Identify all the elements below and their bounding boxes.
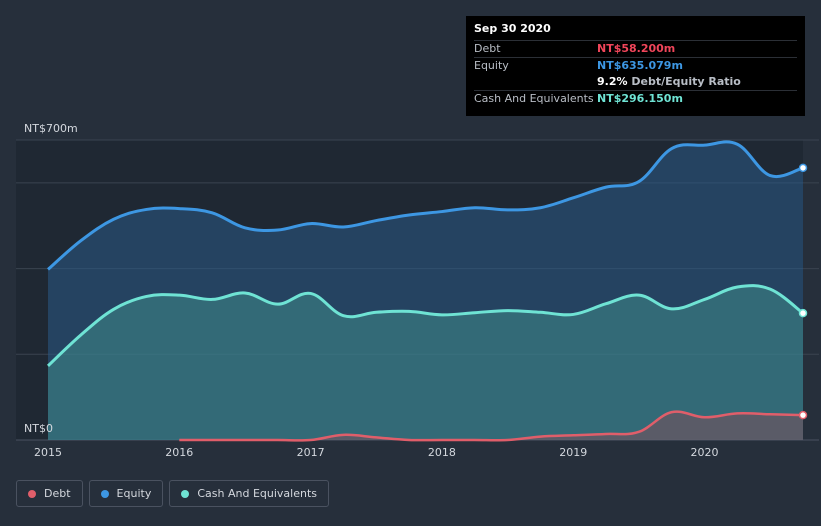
legend-item-equity[interactable]: Equity — [88, 480, 164, 507]
legend-item-cash[interactable]: Cash And Equivalents — [169, 480, 329, 507]
cash-line — [46, 284, 804, 367]
legend-debt-dot-icon — [28, 489, 36, 498]
tooltip-debt-value: NT$58.200m — [597, 42, 676, 55]
debt-area — [179, 411, 804, 441]
debt-endpoint — [798, 410, 808, 420]
legend-item-debt[interactable]: Debt — [16, 480, 83, 507]
x-tick-label-2020: 2020 — [691, 446, 719, 459]
legend-equity-label: Equity — [116, 487, 152, 500]
debt-line — [179, 410, 804, 442]
tooltip-ratio-row: 9.2% Debt/Equity Ratio — [474, 74, 797, 90]
tooltip-cash-row: Cash And Equivalents NT$296.150m — [474, 90, 797, 107]
tooltip-equity-value: NT$635.079m — [597, 59, 683, 72]
tooltip-ratio-label: Debt/Equity Ratio — [631, 75, 741, 88]
tooltip-debt-label: Debt — [474, 42, 501, 55]
legend-equity-dot-icon — [100, 489, 109, 498]
legend-cash-dot-icon — [181, 489, 190, 498]
chart-legend: Debt Equity Cash And Equivalents — [16, 480, 329, 507]
y-axis-bottom-label: NT$0 — [24, 422, 53, 435]
tooltip-ratio: 9.2% Debt/Equity Ratio — [597, 74, 741, 90]
x-tick-label-2018: 2018 — [428, 446, 456, 459]
tooltip-date: Sep 30 2020 — [474, 22, 551, 35]
tooltip-equity-row: Equity NT$635.079m — [474, 57, 797, 74]
equity-line — [47, 140, 804, 271]
tooltip-cash-value: NT$296.150m — [597, 92, 683, 105]
x-tick-label-2015: 2015 — [34, 446, 62, 459]
tooltip-ratio-percent: 9.2% — [597, 75, 628, 88]
y-axis-top-label: NT$700m — [24, 122, 78, 135]
x-tick-label-2017: 2017 — [297, 446, 325, 459]
legend-cash-label: Cash And Equivalents — [197, 487, 317, 500]
legend-debt-label: Debt — [44, 487, 71, 500]
tooltip-debt-row: Debt NT$58.200m — [474, 40, 797, 57]
cash-area — [48, 285, 803, 440]
tooltip-cash-label: Cash And Equivalents — [474, 92, 594, 105]
data-tooltip: Sep 30 2020 Debt NT$58.200m Equity NT$63… — [466, 16, 805, 116]
x-tick-label-2016: 2016 — [165, 446, 193, 459]
equity-endpoint — [798, 163, 808, 173]
tooltip-equity-label: Equity — [474, 59, 509, 72]
x-tick-label-2019: 2019 — [559, 446, 587, 459]
cash-endpoint — [798, 308, 808, 318]
